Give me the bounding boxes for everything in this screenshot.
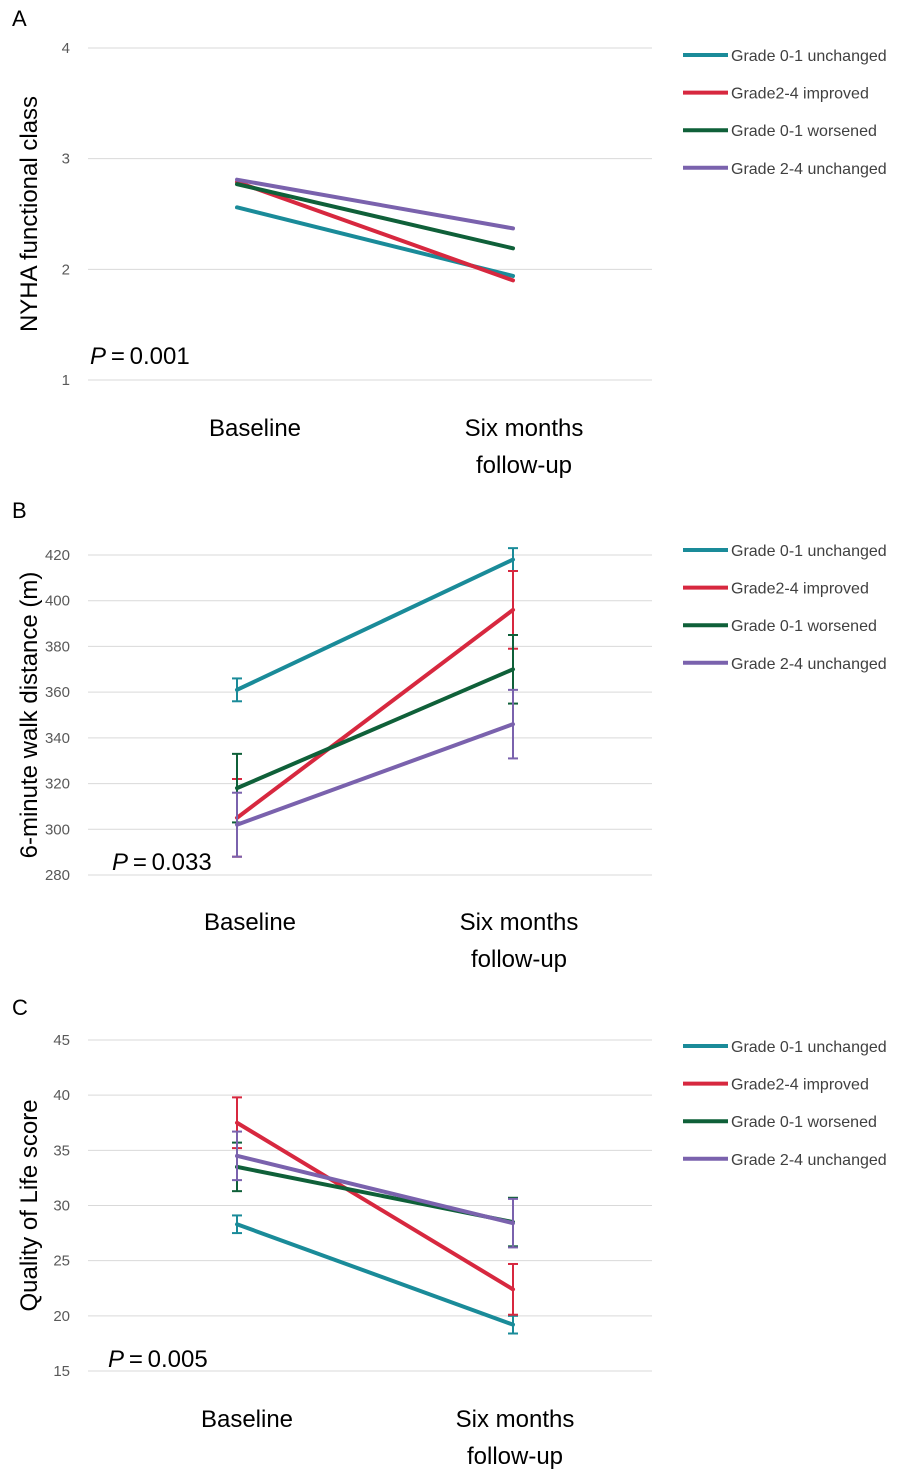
y-tick-label: 2 [62, 261, 70, 278]
p-symbol: P [108, 1346, 124, 1373]
legend-label: Grade 2-4 unchanged [731, 161, 887, 178]
y-tick-label: 340 [45, 730, 70, 747]
chart-c-svg: C 15 20 25 30 35 40 45 Quality of Life score P = … [12, 995, 887, 1470]
series-line-2 [235, 179, 515, 283]
x-category-line: Baseline [209, 415, 301, 442]
x-category-label: Six months follow-up [456, 1406, 575, 1470]
legend-label: Grade 0-1 worsened [731, 123, 877, 140]
p-value-annotation: P = 0.001 [90, 343, 190, 370]
y-tick-label: 3 [62, 151, 70, 168]
x-category-label: Six months follow-up [465, 415, 584, 479]
x-category-line: Baseline [204, 909, 296, 936]
x-category-line: follow-up [467, 1443, 563, 1470]
panel-b: B 280 300 320 340 360 380 400 420 6-minute walk d… [0, 490, 908, 985]
legend-label: Grade 0-1 unchanged [731, 48, 887, 65]
x-category-line: Six months [465, 415, 584, 442]
y-tick-label: 300 [45, 821, 70, 838]
y-axis-label: 6-minute walk distance (m) [16, 572, 43, 859]
legend-label: Grade 2-4 unchanged [731, 656, 887, 673]
y-tick-label: 20 [53, 1308, 70, 1325]
y-tick-label: 420 [45, 547, 70, 564]
p-symbol: P [112, 849, 128, 876]
legend-label: Grade 0-1 worsened [731, 618, 877, 635]
y-tick-label: 30 [53, 1198, 70, 1215]
x-category-label: Baseline [201, 1406, 293, 1433]
x-category-label: Baseline [209, 415, 301, 442]
legend-label: Grade 0-1 unchanged [731, 1039, 887, 1056]
series-line-2 [235, 1120, 515, 1292]
panel-letter: C [12, 995, 28, 1020]
series-line-3 [235, 182, 515, 251]
x-category-label: Baseline [204, 909, 296, 936]
p-value: = 0.001 [106, 343, 190, 370]
series-line-4 [235, 1153, 515, 1226]
p-value-annotation: P = 0.005 [108, 1346, 208, 1373]
chart-a-svg: A 1 2 3 4 NYHA functional class P = 0.001 Basel… [12, 6, 887, 479]
p-value: = 0.005 [124, 1346, 208, 1373]
series-line-3 [235, 667, 515, 791]
y-tick-label: 280 [45, 867, 70, 884]
y-axis-label: NYHA functional class [16, 96, 43, 332]
x-category-line: Six months [456, 1406, 575, 1433]
panel-letter: A [12, 6, 27, 31]
x-category-line: follow-up [471, 946, 567, 973]
p-value: = 0.033 [128, 849, 212, 876]
y-tick-label: 380 [45, 638, 70, 655]
y-tick-label: 1 [62, 372, 70, 389]
panel-c: C 15 20 25 30 35 40 45 Quality of Life score P = … [0, 985, 908, 1471]
y-tick-label: 45 [53, 1032, 70, 1049]
x-category-label: Six months follow-up [460, 909, 579, 973]
y-tick-label: 40 [53, 1087, 70, 1104]
panel-a: A 1 2 3 4 NYHA functional class P = 0.001 Basel… [0, 0, 908, 490]
legend-label: Grade2-4 improved [731, 581, 869, 598]
legend-label: Grade2-4 improved [731, 1077, 869, 1094]
legend-label: Grade2-4 improved [731, 86, 869, 103]
legend-label: Grade 0-1 worsened [731, 1114, 877, 1131]
x-category-line: follow-up [476, 452, 572, 479]
y-tick-label: 25 [53, 1253, 70, 1270]
y-tick-label: 360 [45, 684, 70, 701]
series-line-4 [235, 722, 515, 827]
y-tick-label: 400 [45, 593, 70, 610]
y-axis-label: Quality of Life score [16, 1099, 43, 1311]
series-line-1 [235, 557, 515, 692]
series-line-4 [235, 177, 515, 231]
y-tick-label: 4 [62, 40, 70, 57]
p-value-annotation: P = 0.033 [112, 849, 212, 876]
series-line-2 [235, 607, 515, 820]
legend-label: Grade 2-4 unchanged [731, 1152, 887, 1169]
y-tick-label: 15 [53, 1363, 70, 1380]
y-tick-label: 320 [45, 776, 70, 793]
x-category-line: Baseline [201, 1406, 293, 1433]
series-line-1 [235, 1222, 515, 1327]
panel-letter: B [12, 498, 27, 523]
legend-label: Grade 0-1 unchanged [731, 543, 887, 560]
p-symbol: P [90, 343, 106, 370]
x-category-line: Six months [460, 909, 579, 936]
y-tick-label: 35 [53, 1142, 70, 1159]
